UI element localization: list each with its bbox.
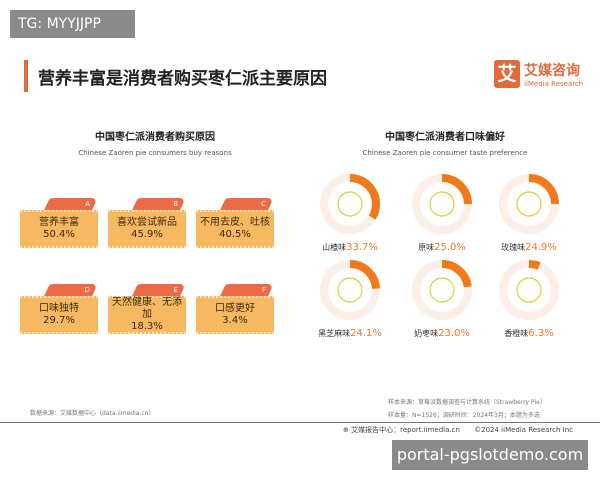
card-value: 40.5% [219, 229, 251, 240]
taste-value: 25.0% [434, 242, 466, 253]
donut-fill [499, 260, 559, 320]
donut-fill [412, 174, 472, 234]
card-value: 45.9% [131, 229, 163, 240]
data-source: 数据来源：艾媒数据中心（data.iimedia.cn） [30, 410, 155, 417]
taste-name: 玫瑰味 [501, 243, 526, 252]
taste-label: 奶枣味23.0% [397, 328, 487, 339]
report-link[interactable]: 艾媒报告中心：report.iimedia.cn [351, 426, 460, 434]
logo: 艾 艾媒咨询 iiMedia Research [494, 60, 583, 88]
reason-card: F 口感更好 3.4% [196, 284, 274, 334]
taste-name: 奶枣味 [414, 329, 439, 338]
left-title-en: Chinese Zaoren pie consumers buy reasons [78, 149, 232, 157]
card-letter: C [261, 200, 266, 208]
taste-label: 玫瑰味24.9% [484, 242, 574, 253]
card-letter: E [173, 286, 178, 294]
page-title: 营养丰富是消费者购买枣仁派主要原因 [38, 69, 327, 89]
card-letter: A [85, 200, 90, 208]
left-subtitle: 中国枣仁派消费者购买原因 Chinese Zaoren pie consumer… [15, 128, 295, 157]
card-letter: F [261, 286, 266, 294]
card-label: 天然健康、无添加 [112, 297, 182, 320]
card-letter: B [173, 200, 178, 208]
taste-donut [497, 172, 561, 236]
copyright: ©2024 iiMedia Research Inc [474, 426, 574, 434]
orange-icon [516, 277, 542, 303]
card-value: 50.4% [43, 229, 75, 240]
donut-track [499, 260, 559, 320]
taste-value: 24.1% [350, 328, 382, 339]
left-title-cn: 中国枣仁派消费者购买原因 [95, 132, 215, 143]
donut-fill [412, 260, 472, 320]
taste-value: 23.0% [438, 328, 470, 339]
donut-fill [499, 174, 559, 234]
right-title-en: Chinese Zaoren pie consumer taste prefer… [362, 149, 528, 157]
footer-divider [0, 422, 600, 423]
card-label: 口味独特 [39, 303, 79, 314]
reason-card: B 喜欢尝试新品 45.9% [108, 198, 186, 248]
card-label: 喜欢尝试新品 [117, 217, 177, 228]
taste-label: 山楂味33.7% [305, 242, 395, 253]
sample-info: 样本量：N=1526；调研时间：2024年3月；本题为多选 [388, 412, 540, 419]
taste-donut [318, 258, 382, 322]
reason-card: E 天然健康、无添加 18.3% [108, 284, 186, 334]
logo-en: iiMedia Research [524, 80, 584, 88]
taste-label: 原味25.0% [397, 242, 487, 253]
logo-cn: 艾媒咨询 [524, 63, 580, 79]
taste-value: 6.3% [528, 328, 554, 339]
card-value: 29.7% [43, 315, 75, 326]
donut-fill [320, 174, 380, 234]
card-label: 营养丰富 [39, 217, 79, 228]
peanut-icon [429, 277, 455, 303]
globe-icon: ⊕ [343, 426, 352, 434]
sample-source: 样本来源：草莓派数据调查与计算系统（Strawberry Pie） [388, 399, 546, 406]
taste-name: 山楂味 [322, 243, 347, 252]
sesame-icon [337, 277, 363, 303]
donut-fill [320, 260, 380, 320]
watermark-bottom: portal-pgslotdemo.com [392, 440, 588, 470]
taste-name: 香橙味 [504, 329, 529, 338]
taste-donut [410, 258, 474, 322]
taste-value: 24.9% [525, 242, 557, 253]
card-value: 3.4% [222, 315, 248, 326]
jujube-icon [429, 191, 455, 217]
footer-report: ⊕ 艾媒报告中心：report.iimedia.cn ©2024 iiMedia… [343, 425, 573, 435]
taste-name: 原味 [418, 243, 435, 252]
card-value: 18.3% [131, 321, 163, 332]
right-subtitle: 中国枣仁派消费者口味偏好 Chinese Zaoren pie consumer… [305, 128, 585, 157]
taste-name: 黑芝麻味 [318, 329, 351, 338]
card-letter: D [84, 286, 90, 294]
reason-card: C 不用去皮、吐核 40.5% [196, 198, 274, 248]
taste-label: 黑芝麻味24.1% [305, 328, 395, 339]
reason-card: D 口味独特 29.7% [20, 284, 98, 334]
reason-card: A 营养丰富 50.4% [20, 198, 98, 248]
taste-donut [410, 172, 474, 236]
rose-icon [516, 191, 542, 217]
taste-donut [497, 258, 561, 322]
watermark-top: TG: MYYJJPP [10, 10, 135, 38]
taste-label: 香橙味6.3% [484, 328, 574, 339]
card-label: 不用去皮、吐核 [200, 217, 270, 228]
right-title-cn: 中国枣仁派消费者口味偏好 [385, 132, 505, 143]
card-label: 口感更好 [215, 303, 255, 314]
title-accent-bar [24, 60, 28, 92]
taste-value: 33.7% [346, 242, 378, 253]
logo-mark: 艾 [494, 60, 520, 88]
taste-donut [318, 172, 382, 236]
hawthorn-icon [337, 191, 363, 217]
